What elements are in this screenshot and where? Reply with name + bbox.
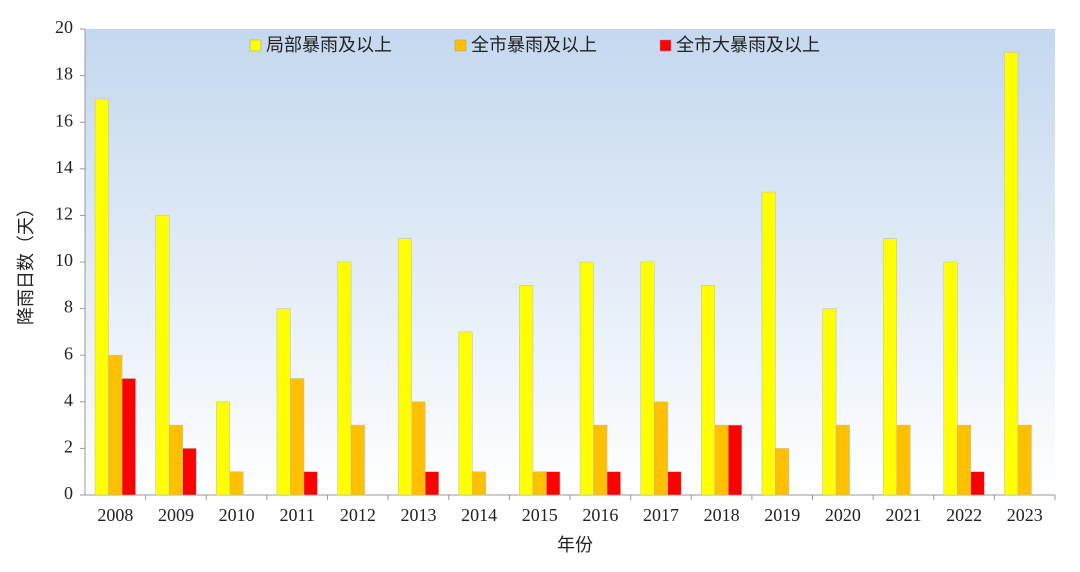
bar (397, 238, 412, 496)
legend-label: 局部暴雨及以上 (266, 35, 392, 55)
bar (290, 378, 305, 496)
x-tick-label: 2016 (582, 505, 618, 525)
bar (943, 261, 958, 496)
x-tick-label: 2021 (885, 505, 921, 525)
bar (350, 424, 365, 496)
x-tick-label: 2023 (1007, 505, 1043, 525)
legend-swatch (454, 39, 467, 52)
x-tick-label: 2010 (219, 505, 255, 525)
legend-swatch (659, 39, 672, 52)
x-tick-label: 2015 (522, 505, 558, 525)
x-tick-label: 2011 (280, 505, 315, 525)
x-tick-label: 2019 (764, 505, 800, 525)
bar (970, 471, 985, 496)
y-tick-label: 14 (55, 157, 73, 177)
bar (640, 261, 655, 496)
legend-swatch (249, 39, 262, 52)
bar (761, 191, 776, 496)
bar (337, 261, 352, 496)
bar (593, 424, 608, 496)
x-tick-label: 2020 (825, 505, 861, 525)
y-tick-label: 0 (64, 483, 73, 503)
bar (775, 448, 790, 496)
bar (411, 401, 426, 496)
y-tick-label: 10 (55, 250, 73, 270)
y-axis-label: 降雨日数（天） (16, 199, 36, 325)
bar (458, 331, 473, 496)
bar (155, 215, 170, 496)
x-tick-label: 2022 (946, 505, 982, 525)
x-tick-label: 2013 (400, 505, 436, 525)
x-tick-label: 2008 (97, 505, 133, 525)
bar (303, 471, 318, 496)
bar (957, 424, 972, 496)
x-tick-label: 2018 (704, 505, 740, 525)
bar (1004, 52, 1019, 496)
bar (519, 285, 534, 496)
y-tick-label: 16 (55, 110, 73, 130)
bar (532, 471, 547, 496)
y-tick-label: 12 (55, 204, 73, 224)
y-tick-label: 4 (64, 390, 73, 410)
bar (182, 448, 197, 496)
bar (229, 471, 244, 496)
bar (714, 424, 729, 496)
bar (94, 98, 109, 496)
y-tick-label: 6 (64, 343, 73, 363)
bar (108, 354, 123, 496)
bar (667, 471, 682, 496)
bar (121, 378, 136, 496)
bar (701, 285, 716, 496)
bar (424, 471, 439, 496)
bar (276, 308, 291, 496)
x-tick-label: 2012 (340, 505, 376, 525)
bar (882, 238, 897, 496)
bar (472, 471, 487, 496)
y-tick-label: 20 (55, 17, 73, 37)
x-axis-label: 年份 (557, 535, 593, 555)
bar (546, 471, 561, 496)
x-tick-label: 2009 (158, 505, 194, 525)
y-tick-label: 2 (64, 437, 73, 457)
bar (896, 424, 911, 496)
x-tick-label: 2017 (643, 505, 679, 525)
bar (822, 308, 837, 496)
bar (579, 261, 594, 496)
bar (168, 424, 183, 496)
x-tick-label: 2014 (461, 505, 497, 525)
bar (653, 401, 668, 496)
bar (216, 401, 231, 496)
legend-label: 全市大暴雨及以上 (676, 35, 820, 55)
bar (835, 424, 850, 496)
bar (1017, 424, 1032, 496)
legend-label: 全市暴雨及以上 (471, 35, 597, 55)
bar (606, 471, 621, 496)
y-tick-label: 8 (64, 297, 73, 317)
bar (728, 424, 743, 496)
y-tick-label: 18 (55, 64, 73, 84)
